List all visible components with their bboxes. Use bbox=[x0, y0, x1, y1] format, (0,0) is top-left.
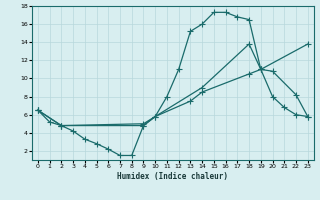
X-axis label: Humidex (Indice chaleur): Humidex (Indice chaleur) bbox=[117, 172, 228, 181]
